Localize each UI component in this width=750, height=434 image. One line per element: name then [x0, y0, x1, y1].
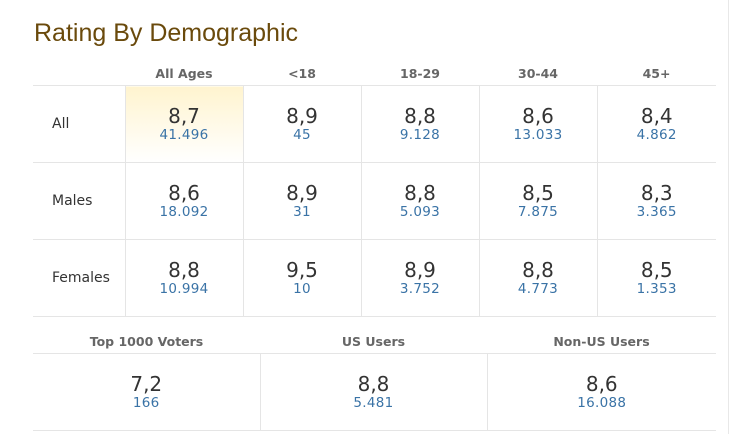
vote-count-link[interactable]: 10.994 — [159, 281, 209, 297]
rating-value: 9,5 — [286, 258, 318, 282]
row-label-females: Females — [33, 239, 125, 317]
rating-value: 8,9 — [286, 104, 318, 128]
corner-header — [33, 62, 125, 86]
rating-cell-males-18-29: 8,8 5.093 — [360, 162, 479, 240]
rating-cell-males-30-44: 8,5 7.875 — [478, 162, 597, 240]
rating-value: 8,5 — [522, 181, 554, 205]
table-row-males: Males 8,6 18.092 8,9 31 8,8 5.093 8,5 7.… — [33, 162, 716, 240]
row-label-all: All — [33, 85, 125, 163]
vote-count-link[interactable]: 5.093 — [399, 204, 441, 220]
col-header-us-users: US Users — [260, 329, 487, 354]
vote-count-link[interactable]: 4.862 — [636, 127, 677, 143]
rating-value: 8,9 — [286, 181, 318, 205]
rating-value: 7,2 — [130, 372, 163, 396]
col-header-30-44: 30-44 — [479, 62, 597, 86]
vote-count-link[interactable]: 13.033 — [513, 127, 563, 143]
row-label-males: Males — [33, 162, 125, 240]
vote-count-link[interactable]: 41.496 — [159, 127, 209, 143]
rating-value: 8,4 — [640, 104, 673, 128]
table-row-females: Females 8,8 10.994 9,5 10 8,9 3.752 8,8 … — [33, 239, 716, 317]
rating-value: 8,5 — [640, 258, 673, 282]
rating-cell-females-45-plus: 8,5 1.353 — [596, 239, 716, 317]
rating-value: 8,8 — [404, 104, 436, 128]
rating-value: 8,6 — [522, 104, 554, 128]
rating-cell-males-under-18: 8,9 31 — [242, 162, 361, 240]
rating-value: 8,8 — [357, 372, 390, 396]
vote-count-link[interactable]: 4.773 — [517, 281, 559, 297]
vote-count-link[interactable]: 5.481 — [353, 395, 394, 411]
rating-cell-all-30-44: 8,6 13.033 — [478, 85, 597, 163]
vote-count-link[interactable]: 31 — [293, 204, 311, 220]
vote-count-link[interactable]: 45 — [293, 127, 311, 143]
rating-value: 8,9 — [404, 258, 436, 282]
col-header-18-29: 18-29 — [361, 62, 479, 86]
voter-group-ratings-table: Top 1000 Voters US Users Non-US Users 7,… — [33, 329, 716, 431]
vote-count-link[interactable]: 10 — [293, 281, 311, 297]
vote-count-link[interactable]: 1.353 — [636, 281, 677, 297]
rating-cell-top-1000-voters: 7,2 166 — [33, 353, 260, 431]
header-row: All Ages <18 18-29 30-44 45+ — [33, 62, 716, 86]
vote-count-link[interactable]: 9.128 — [399, 127, 441, 143]
rating-value: 8,7 — [168, 104, 200, 128]
rating-cell-females-all-ages: 8,8 10.994 — [124, 239, 243, 317]
rating-cell-us-users: 8,8 5.481 — [259, 353, 487, 431]
vote-count-link[interactable]: 3.752 — [399, 281, 441, 297]
col-header-under-18: <18 — [243, 62, 361, 86]
rating-value: 8,6 — [168, 181, 200, 205]
col-header-non-us-users: Non-US Users — [487, 329, 716, 354]
rating-cell-females-18-29: 8,9 3.752 — [360, 239, 479, 317]
rating-cell-all-18-29: 8,8 9.128 — [360, 85, 479, 163]
rating-cell-males-45-plus: 8,3 3.365 — [596, 162, 716, 240]
rating-value: 8,6 — [585, 372, 618, 396]
col-header-45-plus: 45+ — [597, 62, 716, 86]
col-header-top-1000-voters: Top 1000 Voters — [33, 329, 260, 354]
header-row: Top 1000 Voters US Users Non-US Users — [33, 329, 716, 354]
section-title: Rating By Demographic — [34, 19, 299, 47]
rating-value: 8,8 — [404, 181, 436, 205]
rating-value: 8,8 — [168, 258, 200, 282]
col-header-all-ages: All Ages — [125, 62, 243, 86]
table-row-all: All 8,7 41.496 8,9 45 8,8 9.128 8,6 13.0… — [33, 85, 716, 163]
vote-count-link[interactable]: 166 — [132, 395, 160, 411]
rating-cell-all-all-ages: 8,7 41.496 — [124, 85, 243, 163]
vote-count-link[interactable]: 7.875 — [517, 204, 559, 220]
panel-right-border — [728, 0, 729, 434]
rating-cell-males-all-ages: 8,6 18.092 — [124, 162, 243, 240]
table-row-voter-groups: 7,2 166 8,8 5.481 8,6 16.088 — [33, 353, 716, 431]
vote-count-link[interactable]: 3.365 — [636, 204, 677, 220]
rating-cell-females-under-18: 9,5 10 — [242, 239, 361, 317]
rating-cell-non-us-users: 8,6 16.088 — [486, 353, 716, 431]
rating-cell-all-45-plus: 8,4 4.862 — [596, 85, 716, 163]
rating-value: 8,8 — [522, 258, 554, 282]
rating-value: 8,3 — [640, 181, 673, 205]
demographic-ratings-table: All Ages <18 18-29 30-44 45+ All 8,7 41.… — [33, 62, 716, 317]
rating-cell-all-under-18: 8,9 45 — [242, 85, 361, 163]
vote-count-link[interactable]: 18.092 — [159, 204, 209, 220]
vote-count-link[interactable]: 16.088 — [577, 395, 627, 411]
rating-cell-females-30-44: 8,8 4.773 — [478, 239, 597, 317]
